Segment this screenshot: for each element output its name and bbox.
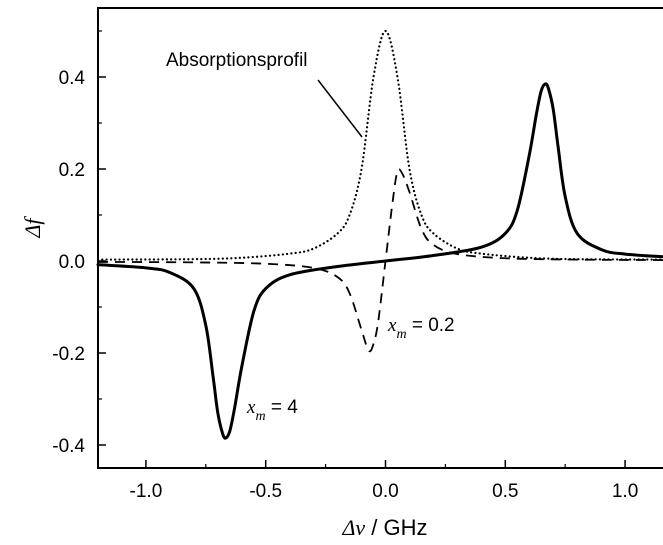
absorption-label: Absorptionsprofil — [166, 50, 308, 71]
y-axis-title: Δf — [20, 216, 45, 239]
y-tick-label: 0.0 — [59, 252, 85, 273]
series-group — [96, 29, 663, 440]
absorption-profile-curve — [96, 29, 663, 261]
tick-labels: -1.0 -0.5 0.0 0.5 1.0 -0.4 -0.2 0.0 0.2 0.4 — [52, 68, 638, 502]
x-tick-label: 0.5 — [492, 481, 518, 502]
x-tick-label: 0.0 — [372, 481, 398, 502]
plot-frame — [97, 7, 663, 469]
absorption-leader-line — [317, 79, 363, 138]
y-tick-label: -0.2 — [52, 344, 85, 365]
axis-ticks — [98, 30, 626, 468]
x-axis-title: Δν / GHz — [341, 515, 427, 540]
x-tick-label: -0.5 — [249, 481, 282, 502]
y-tick-label: -0.4 — [52, 436, 85, 457]
x-tick-label: 1.0 — [612, 481, 638, 502]
y-tick-label: 0.2 — [59, 160, 85, 181]
xm-4-curve — [96, 82, 663, 440]
y-tick-label: 0.4 — [59, 68, 86, 89]
x-tick-label: -1.0 — [130, 481, 163, 502]
xm-large-label: xm = 4 — [246, 397, 298, 424]
xm-small-label: xm = 0.2 — [387, 315, 455, 342]
